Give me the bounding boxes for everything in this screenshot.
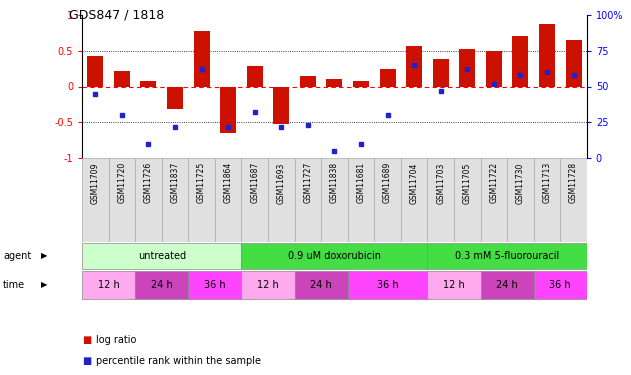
Bar bbox=[242, 243, 427, 270]
Bar bbox=[401, 158, 427, 242]
Text: GSM11864: GSM11864 bbox=[223, 162, 233, 204]
Bar bbox=[512, 36, 528, 87]
Text: GSM11726: GSM11726 bbox=[144, 162, 153, 204]
Text: ■: ■ bbox=[82, 356, 91, 366]
Bar bbox=[374, 158, 401, 242]
Bar bbox=[380, 69, 396, 87]
Text: 24 h: 24 h bbox=[496, 280, 518, 290]
Text: 0.9 uM doxorubicin: 0.9 uM doxorubicin bbox=[288, 251, 381, 261]
Text: agent: agent bbox=[3, 251, 32, 261]
Text: 12 h: 12 h bbox=[257, 280, 279, 290]
Text: GSM11709: GSM11709 bbox=[91, 162, 100, 204]
Bar bbox=[406, 46, 422, 87]
Text: GSM11705: GSM11705 bbox=[463, 162, 472, 204]
Text: 12 h: 12 h bbox=[443, 280, 465, 290]
Text: 36 h: 36 h bbox=[550, 280, 571, 290]
Bar bbox=[242, 271, 295, 299]
Text: 12 h: 12 h bbox=[98, 280, 119, 290]
Bar bbox=[167, 87, 183, 109]
Text: GDS847 / 1818: GDS847 / 1818 bbox=[69, 8, 165, 21]
Text: GSM11728: GSM11728 bbox=[569, 162, 578, 203]
Text: GSM11725: GSM11725 bbox=[197, 162, 206, 204]
Text: GSM11713: GSM11713 bbox=[543, 162, 551, 204]
Bar bbox=[348, 158, 374, 242]
Text: GSM11727: GSM11727 bbox=[304, 162, 312, 204]
Bar bbox=[295, 158, 321, 242]
Bar bbox=[459, 50, 475, 87]
Text: 0.3 mM 5-fluorouracil: 0.3 mM 5-fluorouracil bbox=[455, 251, 559, 261]
Bar bbox=[534, 158, 560, 242]
Bar bbox=[433, 59, 449, 87]
Text: GSM11703: GSM11703 bbox=[436, 162, 445, 204]
Text: GSM11687: GSM11687 bbox=[251, 162, 259, 204]
Text: ■: ■ bbox=[82, 335, 91, 345]
Bar bbox=[427, 243, 587, 270]
Text: GSM11704: GSM11704 bbox=[410, 162, 418, 204]
Bar bbox=[353, 81, 369, 87]
Bar bbox=[295, 271, 348, 299]
Bar bbox=[560, 158, 587, 242]
Bar bbox=[162, 158, 188, 242]
Bar bbox=[188, 158, 215, 242]
Text: time: time bbox=[3, 280, 25, 290]
Bar bbox=[82, 271, 135, 299]
Bar bbox=[220, 87, 236, 133]
Bar bbox=[534, 271, 587, 299]
Bar bbox=[135, 158, 162, 242]
Text: 36 h: 36 h bbox=[204, 280, 226, 290]
Bar bbox=[273, 87, 289, 124]
Bar bbox=[87, 57, 103, 87]
Bar bbox=[326, 80, 343, 87]
Text: log ratio: log ratio bbox=[96, 335, 136, 345]
Bar bbox=[268, 158, 295, 242]
Text: 24 h: 24 h bbox=[310, 280, 332, 290]
Text: 36 h: 36 h bbox=[377, 280, 398, 290]
Bar bbox=[427, 158, 454, 242]
Bar bbox=[109, 158, 135, 242]
Bar bbox=[114, 71, 130, 87]
Bar bbox=[348, 271, 427, 299]
Bar bbox=[300, 76, 316, 87]
Bar bbox=[427, 271, 481, 299]
Bar bbox=[188, 271, 242, 299]
Bar bbox=[135, 271, 188, 299]
Bar bbox=[82, 158, 109, 242]
Bar bbox=[486, 51, 502, 87]
Bar bbox=[321, 158, 348, 242]
Text: percentile rank within the sample: percentile rank within the sample bbox=[96, 356, 261, 366]
Bar bbox=[481, 271, 534, 299]
Bar bbox=[247, 66, 262, 87]
Text: GSM11837: GSM11837 bbox=[170, 162, 179, 204]
Text: ▶: ▶ bbox=[41, 252, 47, 261]
Bar bbox=[194, 32, 209, 87]
Bar bbox=[82, 243, 242, 270]
Bar bbox=[507, 158, 534, 242]
Bar bbox=[454, 158, 481, 242]
Text: GSM11681: GSM11681 bbox=[357, 162, 365, 203]
Bar bbox=[565, 40, 582, 87]
Text: GSM11689: GSM11689 bbox=[383, 162, 392, 204]
Bar bbox=[215, 158, 242, 242]
Text: GSM11722: GSM11722 bbox=[490, 162, 498, 203]
Bar bbox=[539, 24, 555, 87]
Bar bbox=[242, 158, 268, 242]
Text: 24 h: 24 h bbox=[151, 280, 173, 290]
Text: ▶: ▶ bbox=[41, 280, 47, 290]
Bar bbox=[481, 158, 507, 242]
Text: GSM11693: GSM11693 bbox=[277, 162, 286, 204]
Text: GSM11730: GSM11730 bbox=[516, 162, 525, 204]
Bar bbox=[141, 81, 156, 87]
Text: GSM11720: GSM11720 bbox=[117, 162, 126, 204]
Text: GSM11838: GSM11838 bbox=[330, 162, 339, 203]
Text: untreated: untreated bbox=[138, 251, 186, 261]
